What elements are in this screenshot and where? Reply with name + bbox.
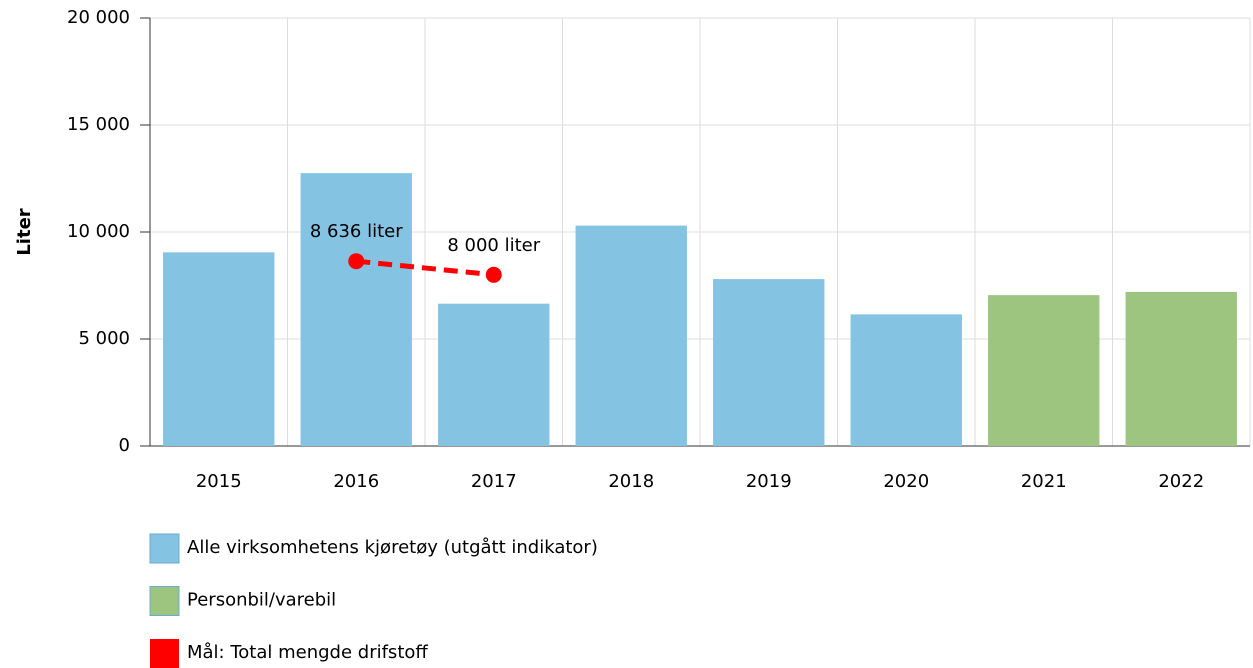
data-label: 8 000 liter — [447, 235, 540, 256]
legend-label: Mål: Total mengde drifstoff — [187, 642, 428, 663]
bar — [163, 252, 275, 446]
x-tick-label: 2015 — [196, 471, 242, 492]
legend-swatch — [150, 639, 179, 668]
target-point — [348, 253, 365, 270]
x-tick-label: 2021 — [1021, 471, 1067, 492]
bar — [988, 295, 1100, 446]
bar — [300, 173, 412, 446]
legend-swatch — [149, 586, 180, 616]
x-tick-label: 2018 — [608, 471, 654, 492]
target-line — [356, 258, 494, 278]
bar — [575, 225, 687, 446]
bar — [850, 314, 962, 446]
legend-label: Alle virksomhetens kjøretøy (utgått indi… — [187, 537, 598, 558]
legend-swatch — [149, 533, 180, 564]
y-tick-label: 15 000 — [67, 114, 130, 135]
y-tick-label: 10 000 — [67, 221, 130, 242]
legend-label: Personbil/varebil — [187, 590, 336, 611]
x-tick-label: 2016 — [333, 471, 379, 492]
y-tick-label: 5 000 — [78, 328, 130, 349]
y-tick-label: 20 000 — [67, 7, 130, 28]
data-label: 8 636 liter — [310, 221, 403, 242]
y-tick-label: 0 — [119, 435, 130, 456]
x-tick-label: 2017 — [471, 471, 517, 492]
bar — [438, 303, 550, 446]
x-tick-label: 2019 — [746, 471, 792, 492]
x-tick-label: 2022 — [1158, 471, 1204, 492]
target-point — [485, 266, 502, 283]
bar — [713, 279, 825, 446]
x-tick-label: 2020 — [883, 471, 929, 492]
bar — [1125, 291, 1237, 446]
y-axis-title: Liter — [14, 208, 35, 255]
